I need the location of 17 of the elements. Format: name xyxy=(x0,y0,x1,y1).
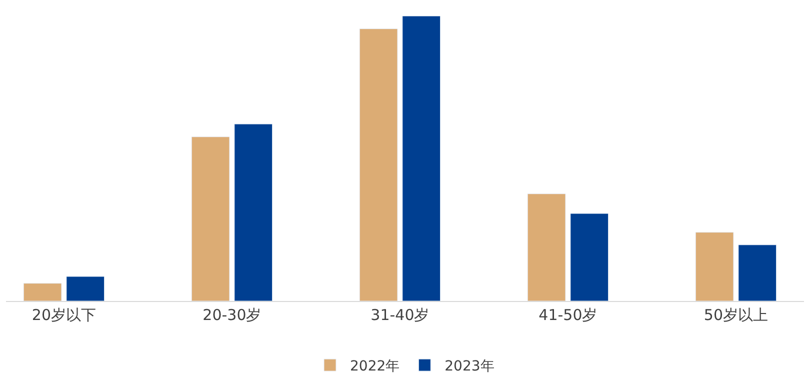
x-tick-label: 41-50岁 xyxy=(538,306,598,324)
x-tick-label: 50岁以上 xyxy=(704,306,768,324)
bar xyxy=(570,213,609,301)
bar xyxy=(359,28,398,301)
bar xyxy=(402,16,441,301)
x-tick-label: 31-40岁 xyxy=(370,306,430,324)
bar xyxy=(527,194,566,301)
bar xyxy=(191,136,230,301)
bar xyxy=(23,283,62,301)
x-tick-label: 20-30岁 xyxy=(202,306,262,324)
bar xyxy=(234,124,273,301)
legend-label: 2023年 xyxy=(444,358,494,375)
legend-label: 2022年 xyxy=(350,358,400,375)
bar xyxy=(695,232,734,301)
bar xyxy=(66,276,105,301)
bar xyxy=(738,244,777,301)
x-tick-label: 20岁以下 xyxy=(32,306,96,324)
